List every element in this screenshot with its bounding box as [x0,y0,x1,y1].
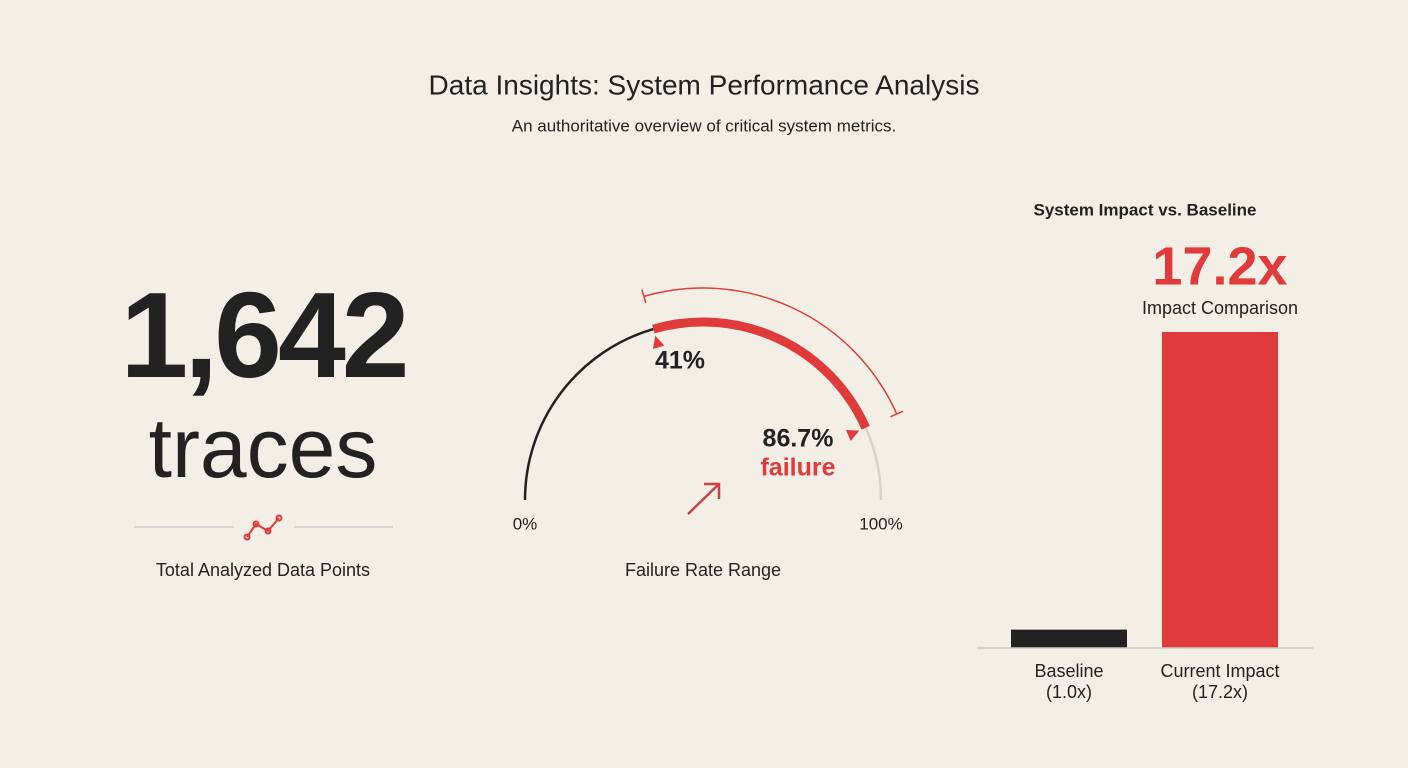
range-bracket [643,287,898,415]
stat-value: 1,642 [120,267,405,403]
bar [1011,629,1127,648]
x-tick-label: Baseline [1034,661,1103,681]
annotation: failure [760,454,835,482]
range-marker [652,335,665,349]
gauge-arrow [687,482,721,515]
bar-value-label: (17.2x) [1192,682,1248,702]
gauge-tick-label: 0% [513,514,538,533]
value-label: 86.7% [763,425,834,453]
bar [1162,332,1278,648]
headline: 17.2x [1152,236,1287,296]
headline-caption: Impact Comparison [1142,298,1298,318]
gauge-rest [864,427,883,501]
trend-icon [243,514,283,541]
gauge-low [523,327,654,501]
stat-unit: traces [149,401,378,495]
gauge-tick-label: 100% [859,514,902,533]
stat-caption: Total Analyzed Data Points [156,560,370,580]
chart-caption: Failure Rate Range [625,560,781,580]
chart-title: System Impact vs. Baseline [1033,200,1256,219]
page-subtitle: An authoritative overview of critical sy… [512,116,897,135]
bar-value-label: (1.0x) [1046,682,1092,702]
range-marker [845,429,860,441]
value-label: 41% [655,347,705,375]
bracket-end [890,410,904,418]
bracket-end [641,289,647,304]
x-tick-label: Current Impact [1160,661,1279,681]
page-title: Data Insights: System Performance Analys… [429,69,980,100]
gauge-range [652,317,870,430]
